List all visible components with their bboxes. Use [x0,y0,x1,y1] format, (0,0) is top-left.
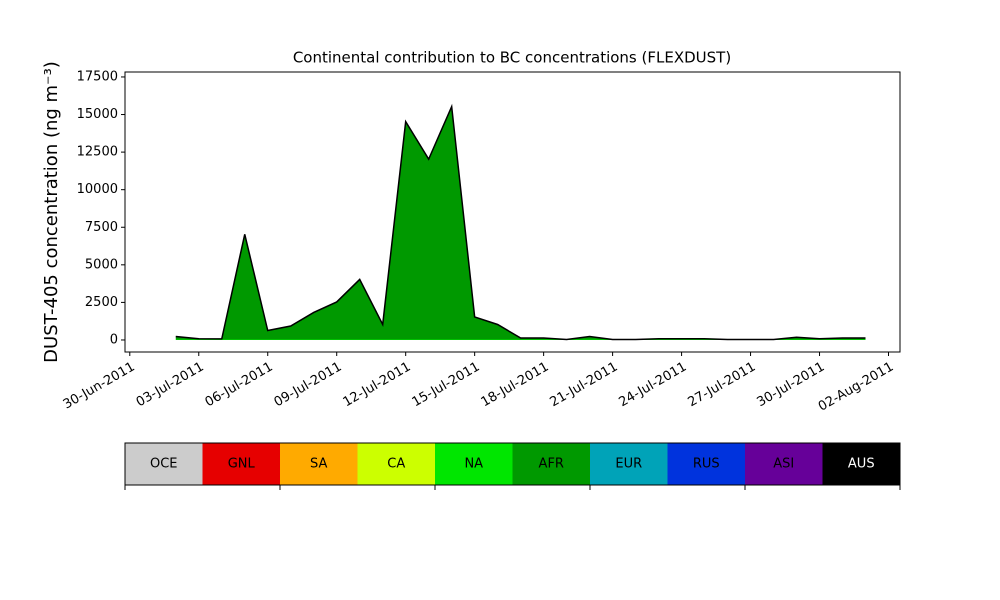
y-tick-label: 15000 [77,107,118,122]
legend-swatch [435,443,513,485]
legend-swatch [280,443,358,485]
y-tick-label: 17500 [77,69,118,84]
y-tick-label: 10000 [77,182,118,197]
legend-swatch [125,443,203,485]
legend-label: EUR [615,457,642,472]
legend-label: RUS [693,457,720,472]
x-tick-label: 18-Jul-2011 [479,360,552,411]
area [175,103,866,341]
legend-label: AFR [539,457,564,472]
x-tick-label: 21-Jul-2011 [548,360,621,411]
x-tick-label: 03-Jul-2011 [134,360,207,411]
x-tick-label: 02-Aug-2011 [816,360,896,415]
area [175,106,866,340]
y-tick-label: 12500 [77,145,118,160]
y-tick-label: 7500 [85,220,118,235]
legend-swatch [667,443,745,485]
legend-swatch [822,443,900,485]
y-tick-label: 5000 [85,257,118,272]
x-tick-label: 27-Jul-2011 [685,360,758,411]
legend-swatch [357,443,435,485]
area [175,106,866,340]
legend-label: GNL [228,457,256,472]
legend-swatch [745,443,823,485]
legend-swatch [512,443,590,485]
x-tick-label: 12-Jul-2011 [341,360,414,411]
area [175,106,866,340]
legend-label: ASI [773,457,794,472]
legend-swatch [590,443,668,485]
y-tick-label: 2500 [85,295,118,310]
x-tick-label: 24-Jul-2011 [617,360,690,411]
legend-label: OCE [150,457,178,472]
x-tick-label: 15-Jul-2011 [410,360,483,411]
legend-frame [124,442,901,486]
x-tick-label: 09-Jul-2011 [272,360,345,411]
y-axis-label: DUST-405 concentration (ng m⁻³) [41,61,62,363]
x-tick-label: 06-Jul-2011 [203,360,276,411]
legend-label: CA [387,457,405,472]
legend-label: NA [464,457,483,472]
legend-swatch [202,443,280,485]
legend-label: SA [310,457,327,472]
plot-frame [124,71,901,353]
chart-title: Continental contribution to BC concentra… [293,49,731,67]
area [175,106,866,340]
legend-label: AUS [848,457,875,472]
x-tick-label: 30-Jun-2011 [61,360,138,413]
y-tick-label: 0 [110,332,118,347]
